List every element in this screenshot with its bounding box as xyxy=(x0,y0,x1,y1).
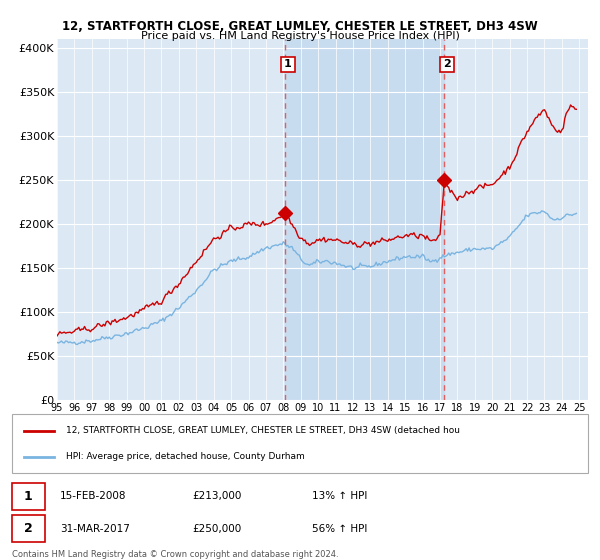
Text: 15-FEB-2008: 15-FEB-2008 xyxy=(60,491,127,501)
Text: 1: 1 xyxy=(284,59,292,69)
Text: HPI: Average price, detached house, County Durham: HPI: Average price, detached house, Coun… xyxy=(66,452,305,461)
Text: 31-MAR-2017: 31-MAR-2017 xyxy=(60,524,130,534)
Text: Price paid vs. HM Land Registry's House Price Index (HPI): Price paid vs. HM Land Registry's House … xyxy=(140,31,460,41)
Text: 1: 1 xyxy=(24,489,32,503)
Text: 12, STARTFORTH CLOSE, GREAT LUMLEY, CHESTER LE STREET, DH3 4SW: 12, STARTFORTH CLOSE, GREAT LUMLEY, CHES… xyxy=(62,20,538,32)
Text: Contains HM Land Registry data © Crown copyright and database right 2024.
This d: Contains HM Land Registry data © Crown c… xyxy=(12,550,338,560)
Text: £213,000: £213,000 xyxy=(192,491,241,501)
Text: 2: 2 xyxy=(24,522,32,535)
Text: 13% ↑ HPI: 13% ↑ HPI xyxy=(312,491,367,501)
Text: 56% ↑ HPI: 56% ↑ HPI xyxy=(312,524,367,534)
Text: 12, STARTFORTH CLOSE, GREAT LUMLEY, CHESTER LE STREET, DH3 4SW (detached hou: 12, STARTFORTH CLOSE, GREAT LUMLEY, CHES… xyxy=(66,426,460,435)
Bar xyxy=(286,39,445,400)
Text: 2: 2 xyxy=(443,59,451,69)
Text: £250,000: £250,000 xyxy=(192,524,241,534)
